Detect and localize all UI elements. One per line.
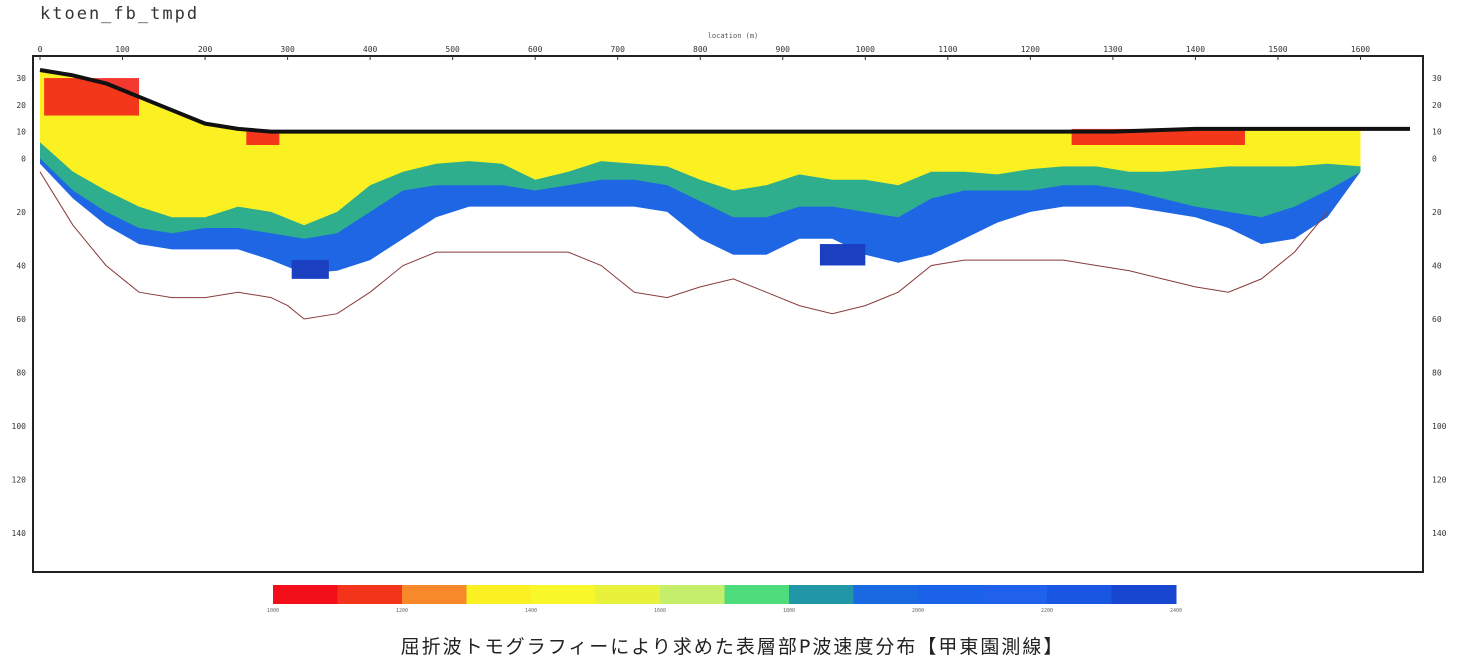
y-tick-label-left: 20 — [16, 101, 26, 110]
colorbar-tick-label: 1800 — [783, 608, 795, 614]
colorbar-segment — [918, 585, 983, 604]
y-tick-label-left: 40 — [16, 261, 26, 270]
y-tick-label-left: 20 — [16, 208, 26, 217]
y-tick-label-right: 20 — [1432, 101, 1442, 110]
colorbar-segment — [853, 585, 919, 604]
x-tick-label: 100 — [115, 45, 130, 54]
x-tick-label: 1100 — [938, 45, 957, 54]
colorbar-segment — [724, 585, 790, 604]
band-yellow — [40, 70, 1361, 226]
x-tick-label: 800 — [693, 45, 708, 54]
y-tick-label-right: 20 — [1432, 208, 1442, 217]
colorbar-segment — [660, 585, 725, 604]
velocity-bands — [40, 70, 1361, 274]
x-tick-label: 300 — [280, 45, 295, 54]
colorbar-segment — [531, 585, 596, 604]
colorbar-tick-label: 1000 — [267, 608, 279, 614]
colorbar-segment — [1047, 585, 1112, 604]
colorbar-tick-label: 2400 — [1170, 608, 1182, 614]
colorbar: 1000 1200 1400 1600 1800 2000 2200 2400 — [267, 585, 1182, 614]
dark-blue-patch — [291, 260, 329, 279]
x-tick-label: 1600 — [1351, 45, 1370, 54]
y-tick-label-left: 10 — [16, 128, 26, 137]
surface-line — [39, 68, 1410, 134]
colorbar-segment — [466, 585, 532, 604]
x-tick-label: 1300 — [1103, 45, 1122, 54]
colorbar-tick-label: 1200 — [396, 608, 408, 614]
red-patch — [246, 131, 280, 145]
y-tick-label-left: 30 — [16, 74, 26, 83]
boundary-line — [39, 171, 1328, 320]
colorbar-tick-label: 2200 — [1041, 608, 1053, 614]
y-tick-label-right: 40 — [1432, 261, 1442, 270]
y-tick-label-left: 140 — [12, 529, 27, 538]
figure-caption: 屈折波トモグラフィーにより求めた表層部P波速度分布【甲東園測線】 — [400, 636, 1065, 658]
colorbar-segment — [1111, 585, 1177, 604]
colorbar-tick-label: 1600 — [654, 608, 666, 614]
ground-surface — [39, 68, 1410, 134]
x-tick-label: 1200 — [1021, 45, 1040, 54]
y-tick-label-left: 80 — [16, 369, 26, 378]
x-tick-label: 500 — [445, 45, 460, 54]
colorbar-segment — [402, 585, 467, 604]
y-tick-label-left: 100 — [12, 422, 27, 431]
y-tick-label-left: 0 — [21, 154, 26, 163]
x-tick-label: 1000 — [856, 45, 875, 54]
x-tick-label: 0 — [38, 45, 43, 54]
plot-frame — [32, 55, 1424, 573]
y-tick-label-right: 10 — [1432, 128, 1442, 137]
x-tick-label: 900 — [776, 45, 791, 54]
x-tick-label: 400 — [363, 45, 378, 54]
x-tick-label: 1500 — [1268, 45, 1287, 54]
colorbar-segment — [273, 585, 338, 604]
red-patch — [44, 78, 140, 116]
y-tick-label-left: 120 — [12, 476, 27, 485]
y-tick-label-right: 100 — [1432, 422, 1447, 431]
colorbar-tick-label: 1400 — [525, 608, 537, 614]
colorbar-segment — [337, 585, 403, 604]
colorbar-segment — [595, 585, 661, 604]
y-tick-label-right: 30 — [1432, 74, 1442, 83]
y-tick-label-right: 60 — [1432, 315, 1442, 324]
x-tick-label: 700 — [610, 45, 625, 54]
dark-blue-patch — [819, 244, 866, 266]
y-tick-label-right: 80 — [1432, 369, 1442, 378]
y-tick-label-right: 0 — [1432, 154, 1437, 163]
x-axis-ticks: 0 100 200 300 400 500 600 700 800 900 1000 1100 1200… — [38, 45, 1370, 60]
colorbar-segment — [982, 585, 1048, 604]
x-tick-label: 1400 — [1186, 45, 1205, 54]
colorbar-segment — [789, 585, 854, 604]
x-tick-label: 600 — [528, 45, 543, 54]
y-tick-label-right: 120 — [1432, 476, 1447, 485]
file-title: ktoen_fb_tmpd — [40, 4, 200, 24]
colorbar-tick-label: 2000 — [912, 608, 924, 614]
ray-coverage-boundary — [39, 171, 1328, 320]
x-axis-label: location (m) — [708, 32, 759, 40]
x-tick-label: 200 — [198, 45, 213, 54]
y-tick-label-right: 140 — [1432, 529, 1447, 538]
y-tick-label-left: 60 — [16, 315, 26, 324]
